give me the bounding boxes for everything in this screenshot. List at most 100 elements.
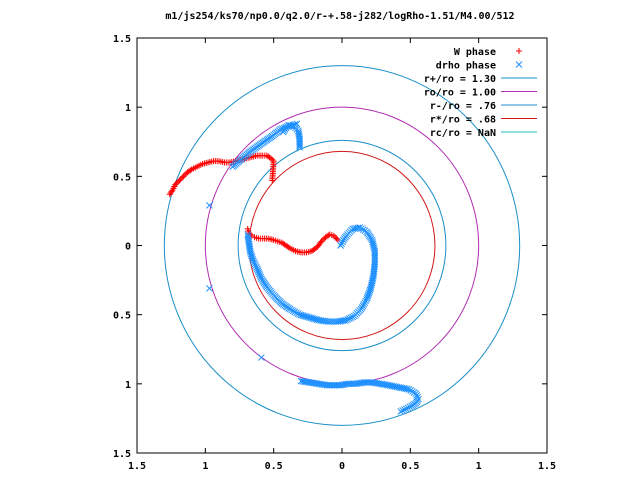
y-tick-label: 1 (125, 380, 131, 391)
data-point-b (338, 240, 345, 248)
data-point-b (388, 382, 396, 390)
data-point-b (408, 402, 416, 410)
legend-entry: ro/ro = 1.00 (424, 88, 537, 99)
data-point (344, 380, 351, 388)
data-point (179, 174, 186, 181)
data-point (406, 403, 414, 411)
data-point-b (339, 238, 346, 246)
data-point-b (345, 380, 353, 388)
y-tick-label: 1 (125, 103, 131, 114)
data-point-b (295, 128, 302, 136)
data-point (342, 316, 350, 324)
data-point-b (349, 380, 356, 388)
data-point-b (370, 245, 378, 253)
data-point (408, 402, 416, 410)
data-point (349, 313, 357, 321)
data-point-b (279, 128, 287, 136)
data-point-b (254, 267, 262, 274)
data-point (333, 235, 340, 242)
data-point-b (360, 379, 368, 386)
data-point (175, 178, 181, 185)
data-point (279, 128, 287, 136)
y-tick-label: 1.5 (113, 449, 131, 460)
data-point (404, 404, 412, 412)
data-point (339, 238, 346, 246)
data-point-b (246, 247, 254, 255)
data-point-b (255, 270, 263, 278)
data-point-b (414, 393, 421, 401)
data-point (347, 314, 355, 322)
data-point-b (247, 250, 255, 258)
legend-label: rc/ro = NaN (430, 128, 496, 139)
legend-marker (516, 48, 522, 54)
data-point (206, 202, 213, 209)
data-point-b (301, 312, 308, 320)
data-point (363, 379, 371, 386)
data-point-b (371, 249, 379, 257)
legend-label: r-/ro = .76 (430, 101, 496, 112)
legend-label: W phase (454, 47, 496, 58)
data-point-b (383, 381, 391, 389)
data-point (337, 242, 344, 249)
data-point-b (340, 236, 347, 244)
data-point-b (344, 380, 351, 388)
data-point (285, 244, 292, 251)
data-point (338, 240, 345, 248)
data-point-b (315, 316, 323, 324)
data-point (403, 385, 411, 393)
circle-3 (204, 106, 480, 385)
circle-4 (237, 139, 447, 352)
data-point (251, 260, 259, 268)
data-point (362, 379, 369, 386)
data-point (402, 405, 410, 413)
series-plus-points (166, 152, 341, 256)
x-tick-label: 0.5 (265, 461, 283, 472)
axes: 1.5 1 0.5 0 0.5 1 1.51.510.500.511.5 (113, 34, 556, 472)
data-point-b (406, 403, 414, 411)
data-point (330, 232, 337, 239)
data-point-b (402, 405, 410, 413)
x-tick-label: 0 (339, 461, 345, 472)
chart-title: m1/js254/ks70/np0.0/q2.0/r-+.58-j282/log… (165, 10, 514, 22)
data-point-b (229, 163, 237, 171)
data-point-b (250, 259, 258, 266)
data-point (351, 225, 358, 232)
data-point (258, 354, 265, 361)
data-point-b (257, 273, 265, 281)
data-point-b (346, 315, 353, 322)
data-point (206, 285, 213, 292)
plot-area (163, 65, 521, 426)
data-point-b (370, 243, 378, 251)
data-point-b (400, 384, 408, 392)
data-point-b (310, 315, 318, 323)
data-point (252, 262, 259, 270)
data-point-b (249, 255, 256, 263)
data-point-b (403, 385, 411, 393)
x-tick-label: 1 (202, 461, 208, 472)
data-point-b (344, 316, 352, 323)
data-point-b (351, 225, 358, 232)
data-point (340, 236, 347, 244)
data-point (181, 171, 188, 178)
data-point-b (255, 268, 262, 276)
data-point-b (290, 123, 298, 130)
data-point-b (395, 383, 403, 391)
data-point-b (397, 384, 404, 391)
data-point-b (369, 240, 377, 248)
legend-label: r*/ro = .68 (430, 115, 496, 126)
data-point (332, 234, 339, 241)
legend-entry: drho phase (436, 61, 523, 72)
legend-entry: r-/ro = .76 (430, 101, 537, 112)
data-point-b (253, 264, 260, 271)
data-point (173, 180, 180, 187)
data-point-b (248, 252, 255, 260)
legend-entry: rc/ro = NaN (430, 128, 537, 139)
data-point-b (319, 317, 326, 325)
data-point-b (401, 406, 408, 414)
data-point-b (393, 383, 401, 391)
data-point (346, 315, 353, 322)
data-point-b (385, 381, 392, 389)
data-point (401, 406, 408, 414)
data-point-b (297, 311, 305, 319)
data-point (334, 236, 341, 243)
